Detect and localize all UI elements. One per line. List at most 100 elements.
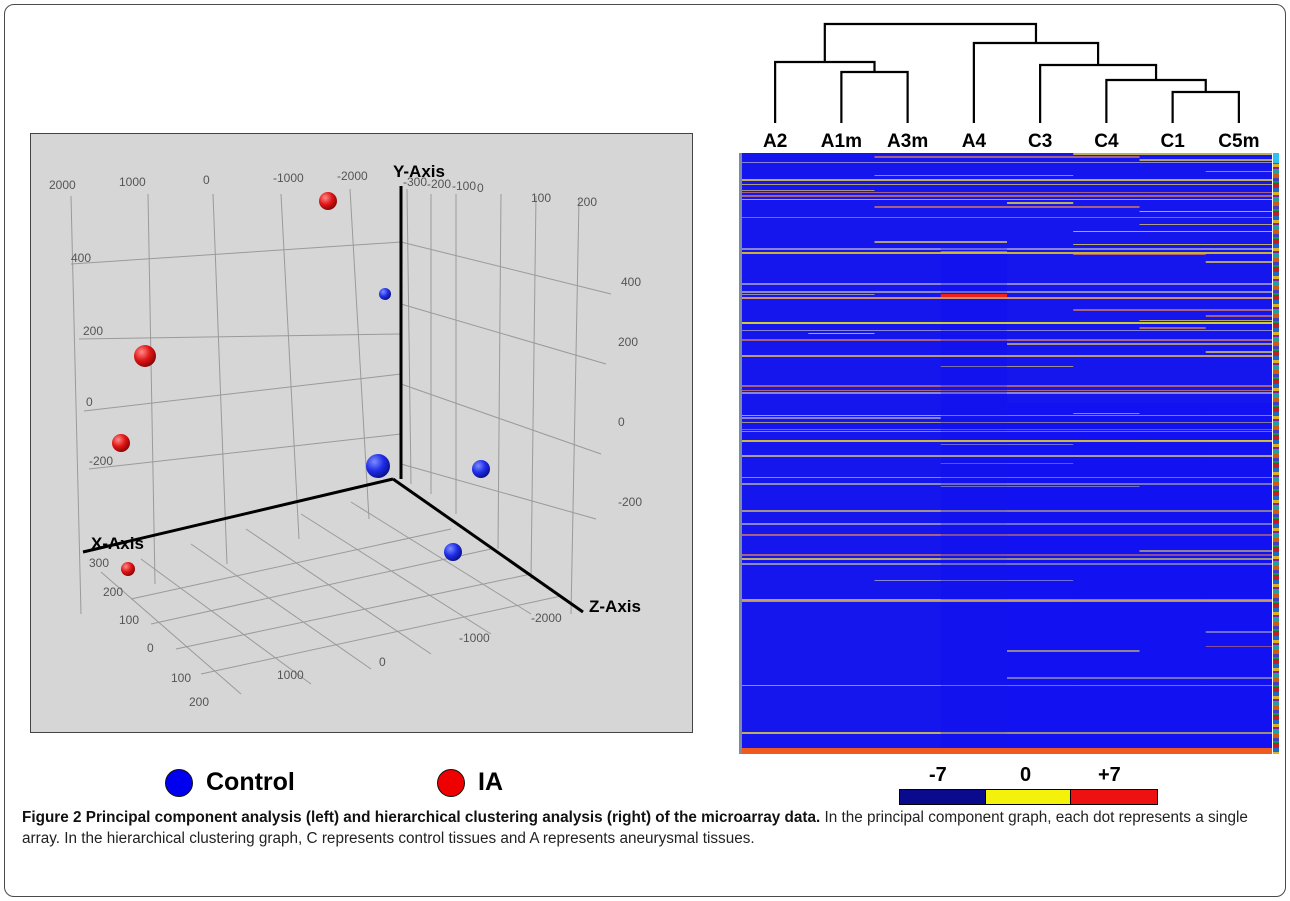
heatmap-right-strip-cell [1273,629,1279,631]
heatmap-right-strip-cell [1273,650,1279,654]
heatmap-highlight-row [742,297,1272,299]
heatmap-right-strip-cell [1273,356,1279,360]
heatmap-stripe [742,291,1272,293]
pca-gridline [212,193,228,565]
heatmap-right-strip-cell [1273,547,1279,552]
ia-point [134,345,156,367]
heatmap-stripe [742,732,1272,734]
heatmap-stripe [742,195,1272,197]
heatmap-right-strip-cell [1273,671,1279,673]
heatmap-right-strip-cell [1273,237,1279,239]
heatmap-stripe [1139,320,1272,321]
dendrogram-link [1171,90,1240,123]
heatmap-right-strip-cell [1273,363,1279,365]
heatmap-right-strip-cell [1273,505,1279,510]
heatmap-right-strip-cell [1273,202,1279,206]
heatmap-right-strip-cell [1273,416,1279,419]
heatmap-right-strip-cell [1273,323,1279,328]
pca-tick-label: 200 [189,695,209,709]
heatmap-right-strip-cell [1273,384,1279,388]
heatmap-right-strip-cell [1273,174,1279,178]
heatmap-stripe [742,510,1272,512]
heatmap-stripe [742,330,1272,331]
pca-tick-label: -200 [89,454,113,468]
heatmap-right-strip-cell [1273,475,1279,477]
heatmap-column-label: A4 [962,131,987,152]
heatmap-right-strip-cell [1273,552,1279,556]
heatmap-column-label: A3m [887,131,928,152]
pca-gridline [300,513,492,635]
heatmap-right-strip-cell [1273,559,1279,561]
heatmap-stripe [940,486,1140,487]
dendrogram-link [972,41,1100,123]
heatmap-right-strip-cell [1273,468,1279,472]
heatmap-stripe [742,217,1272,218]
pca-tick-label: 100 [119,613,139,627]
pca-tick-label: -200 [427,177,451,191]
heatmap-highlight-row [742,455,1272,457]
pca-tick-label: 1000 [119,175,146,189]
heatmap-right-strip-cell [1273,265,1279,267]
heatmap-stripe [742,534,1272,536]
heatmap-stripe [1139,159,1272,161]
heatmap-right-strip-cell [1273,458,1279,461]
figure-frame [4,4,1286,897]
heatmap-svg: A2 A1m A3m A4 C3 C4 C1 C5m [739,22,1279,754]
heatmap-right-strip-cell [1273,421,1279,426]
heatmap-column-label: C4 [1094,131,1119,152]
heatmap-right-strip-cell [1273,211,1279,216]
ia-legend-label: IA [478,768,503,796]
heatmap-right-strip-cell [1273,360,1279,363]
heatmap-stripe [742,483,1272,485]
heatmap-right-strip-cell [1273,729,1279,734]
heatmap-right-strip-cell [1273,419,1279,421]
heatmap-column-shade [1073,403,1140,754]
heatmap-stripe [742,685,1272,686]
heatmap-right-strip-cell [1273,290,1279,293]
ia-point [121,562,135,576]
heatmap-stripe [940,444,1074,445]
heatmap-right-strip-cell [1273,603,1279,608]
pca-tick-label: -200 [618,495,642,509]
heatmap-right-strip-cell [1273,657,1279,659]
heatmap-right-strip-cell [1273,612,1279,615]
heatmap-stripe [742,385,1272,387]
heatmap-stripe [742,199,1272,200]
heatmap-right-strip-cell [1273,449,1279,454]
heatmap-right-strip-cell [1273,318,1279,321]
heatmap-bottom-row [742,748,1272,754]
heatmap-right-strip-cell [1273,377,1279,379]
heatmap-right-strip-cell [1273,519,1279,524]
heatmap-right-strip-cell [1273,734,1279,738]
heatmap-right-strip-cell [1273,580,1279,584]
heatmap-right-strip-cell [1273,587,1279,589]
pca-tick-label: 400 [71,251,91,265]
pca-tick-label: -2000 [337,169,368,183]
heatmap-stripe [1139,224,1272,225]
heatmap-highlight-row [742,355,1272,357]
pca-gridline [78,333,402,340]
heatmap-stripe [1007,650,1140,652]
heatmap-right-strip-cell [1273,276,1279,279]
heatmap-stripe [940,463,1074,464]
heatmap-stripe [1073,413,1140,414]
heatmap-right-strip-cell [1273,715,1279,720]
heatmap-stripe [1139,550,1272,552]
heatmap-right-strip-cell [1273,601,1279,603]
heatmap-right-strip-cell [1273,332,1279,335]
ia-legend-dot [437,769,465,797]
heatmap-stripe [1205,646,1272,647]
heatmap-right-strip-cell [1273,727,1279,729]
heatmap-right-strip-cell [1273,589,1279,594]
control-point [366,454,390,478]
heatmap-stripe [1073,309,1272,311]
pca-tick-label: 1000 [277,668,304,682]
heatmap-right-strip-cell [1273,528,1279,531]
heatmap-right-strip-cell [1273,444,1279,447]
pca-gridline [70,241,402,265]
heatmap-right-strip-cell [1273,514,1279,517]
pca-gridline [200,595,562,675]
heatmap-right-strip-cell [1273,472,1279,475]
heatmap-column-shade [1007,403,1074,754]
dendrogram-link [840,70,909,123]
